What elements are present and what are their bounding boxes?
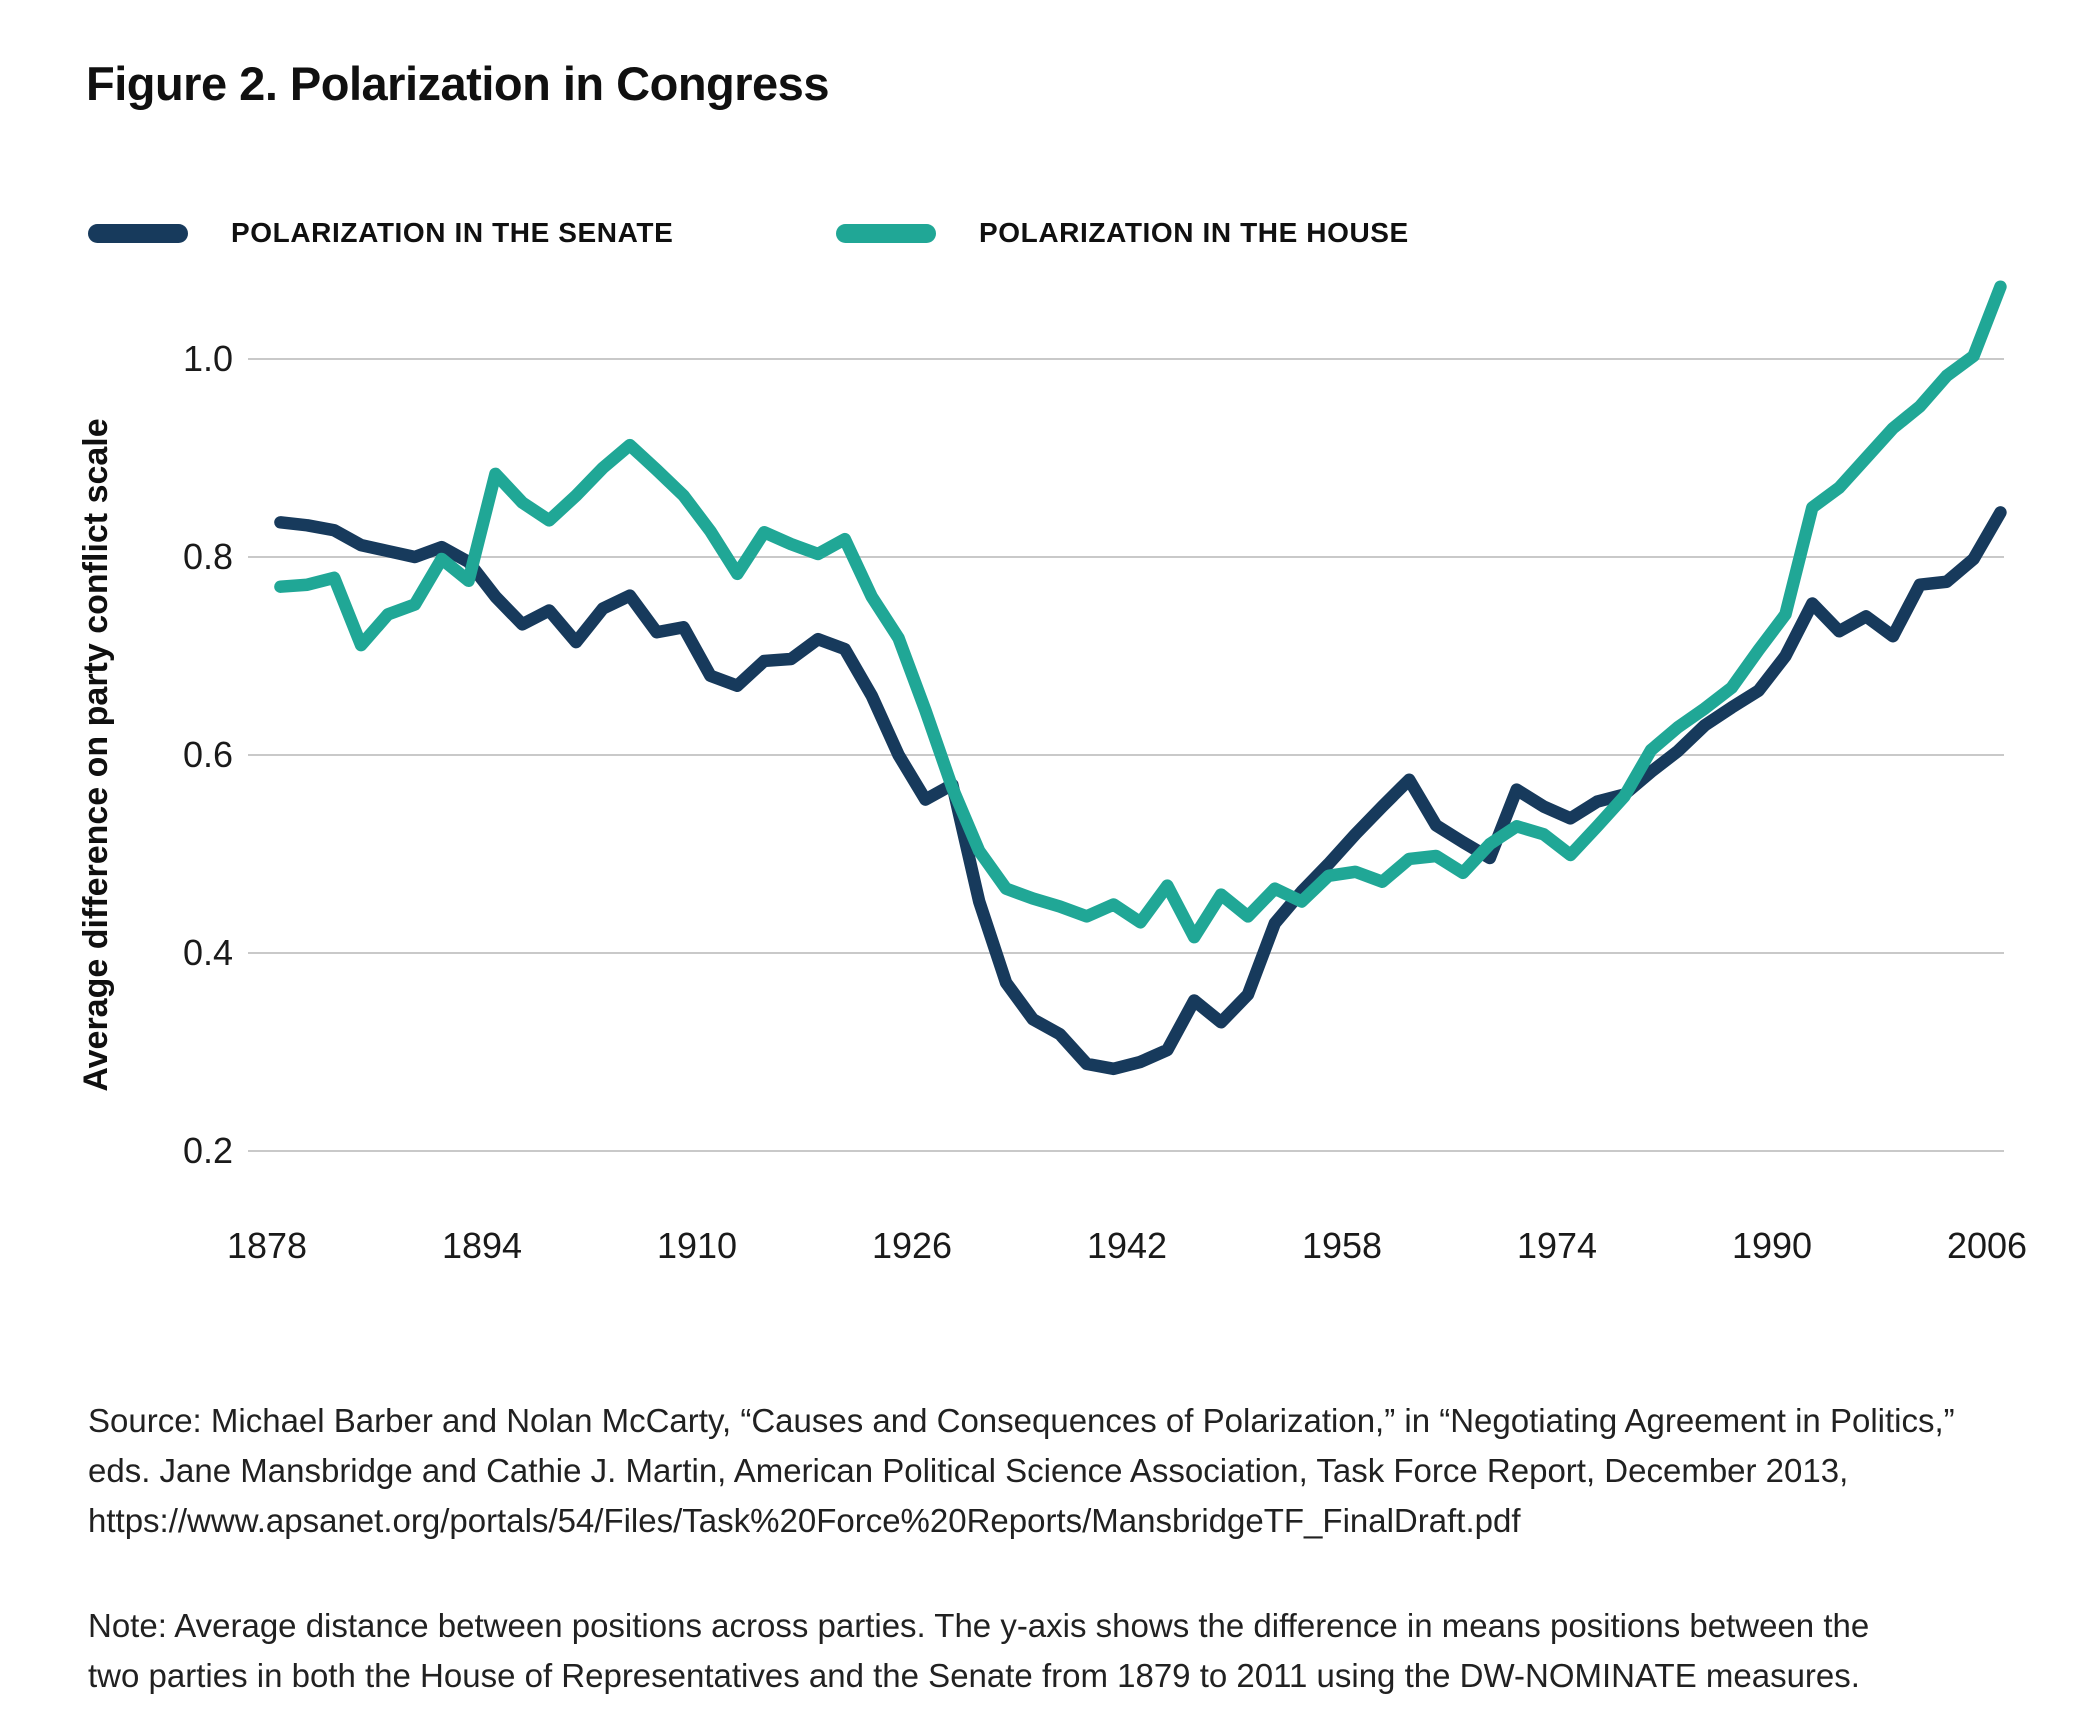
figure-title: Figure 2. Polarization in Congress [86,57,829,110]
house-series-line [274,280,2007,944]
y-tick-label: 0.8 [183,536,233,577]
senate-line-swatch-icon [88,224,188,243]
legend-label-senate: POLARIZATION IN THE SENATE [231,217,674,248]
source-text: Source: Michael Barber and Nolan McCarty… [88,1402,1955,1539]
y-tick-label: 1.0 [183,338,233,379]
x-tick-label: 2006 [1947,1225,2027,1266]
y-tick-label: 0.4 [183,932,233,973]
x-tick-label: 1942 [1087,1225,1167,1266]
x-tick-label: 1974 [1517,1225,1597,1266]
x-tick-label: 1910 [657,1225,737,1266]
senate-series-line [274,506,2007,1076]
note-text: Note: Average distance between positions… [88,1607,1870,1694]
x-tick-label: 1894 [442,1225,522,1266]
y-tick-label: 0.2 [183,1130,233,1171]
y-tick-label: 0.6 [183,734,233,775]
x-tick-label: 1926 [872,1225,952,1266]
legend-label-house: POLARIZATION IN THE HOUSE [979,217,1409,248]
x-tick-label: 1958 [1302,1225,1382,1266]
polarization-line-chart: 1.0 0.8 0.6 0.4 0.2 1878 1894 1910 1926 1942 1958 1… [77,280,2027,1266]
y-axis-title: Average difference on party conflict sca… [77,418,115,1091]
house-line-swatch-icon [836,224,936,243]
x-tick-label: 1990 [1732,1225,1812,1266]
x-tick-label: 1878 [227,1225,307,1266]
